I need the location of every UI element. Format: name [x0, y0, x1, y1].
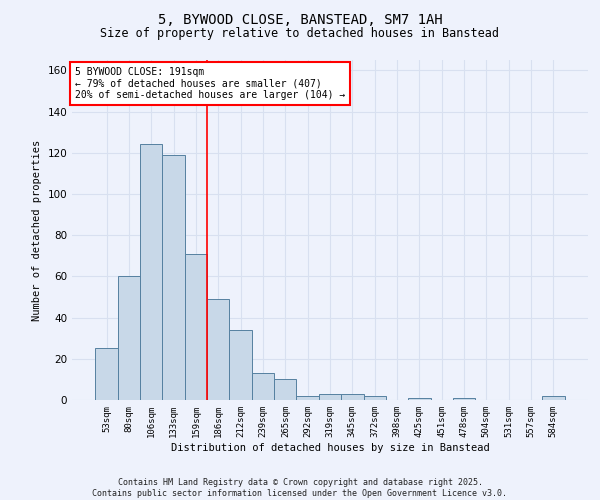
- Text: Size of property relative to detached houses in Banstead: Size of property relative to detached ho…: [101, 28, 499, 40]
- Bar: [252, 373, 274, 400]
- Bar: [341, 394, 364, 400]
- Bar: [140, 144, 163, 400]
- Bar: [319, 394, 341, 400]
- Text: 5 BYWOOD CLOSE: 191sqm
← 79% of detached houses are smaller (407)
20% of semi-de: 5 BYWOOD CLOSE: 191sqm ← 79% of detached…: [74, 67, 345, 100]
- Bar: [296, 396, 319, 400]
- Text: Contains HM Land Registry data © Crown copyright and database right 2025.
Contai: Contains HM Land Registry data © Crown c…: [92, 478, 508, 498]
- Bar: [542, 396, 565, 400]
- Bar: [274, 380, 296, 400]
- Text: 5, BYWOOD CLOSE, BANSTEAD, SM7 1AH: 5, BYWOOD CLOSE, BANSTEAD, SM7 1AH: [158, 12, 442, 26]
- Bar: [95, 348, 118, 400]
- Bar: [185, 254, 207, 400]
- Bar: [207, 299, 229, 400]
- Bar: [364, 396, 386, 400]
- Bar: [229, 330, 252, 400]
- Bar: [163, 155, 185, 400]
- X-axis label: Distribution of detached houses by size in Banstead: Distribution of detached houses by size …: [170, 442, 490, 452]
- Bar: [408, 398, 431, 400]
- Bar: [118, 276, 140, 400]
- Y-axis label: Number of detached properties: Number of detached properties: [32, 140, 42, 320]
- Bar: [453, 398, 475, 400]
